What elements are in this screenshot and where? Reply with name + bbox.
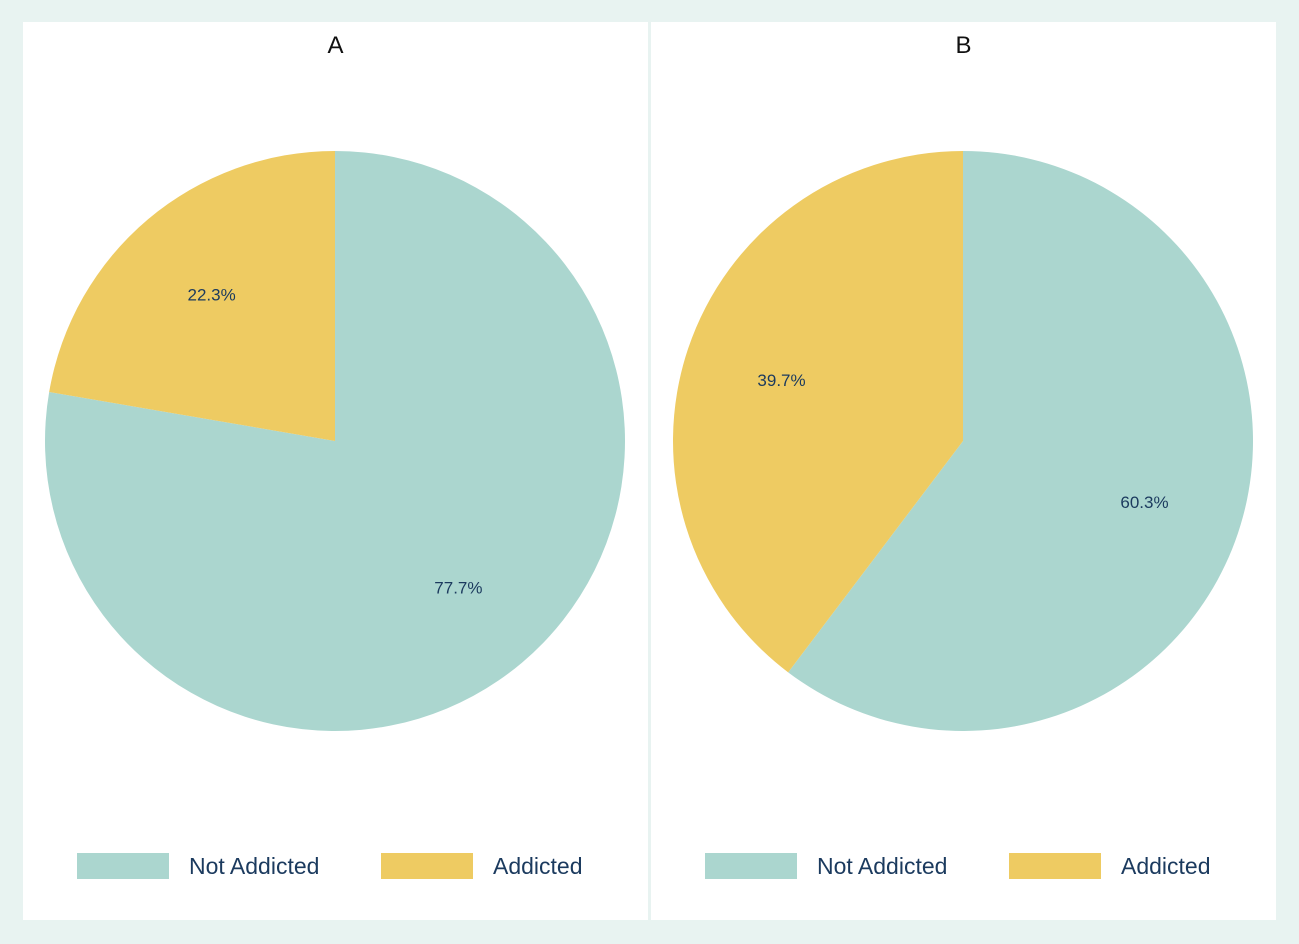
legend-item-addicted: Addicted bbox=[381, 853, 583, 879]
pie-chart-a: 77.7% 22.3% bbox=[44, 151, 626, 732]
pie-slice-addicted bbox=[49, 151, 336, 441]
pie-chart-b: 60.3% 39.7% bbox=[672, 151, 1253, 731]
pie-slice-not-addicted bbox=[788, 151, 1253, 731]
legend-swatch-not-addicted bbox=[705, 853, 797, 879]
legend-item-not-addicted: Not Addicted bbox=[705, 853, 947, 879]
legend-swatch-addicted bbox=[1009, 853, 1101, 879]
panel-a: A 77.7% 22.3% Not Addicted Addicted bbox=[23, 22, 648, 920]
legend-label-not-addicted: Not Addicted bbox=[189, 852, 320, 879]
legend-label-addicted: Addicted bbox=[493, 852, 583, 879]
legend-swatch-not-addicted bbox=[77, 853, 169, 879]
legend-a: Not Addicted Addicted bbox=[23, 853, 648, 879]
panel-title-a: A bbox=[327, 32, 344, 59]
legend-item-addicted: Addicted bbox=[1009, 853, 1211, 879]
legend-label-not-addicted: Not Addicted bbox=[817, 852, 948, 879]
pie-slice-not-addicted bbox=[44, 151, 626, 732]
legend-label-addicted: Addicted bbox=[1121, 852, 1211, 879]
pie-slice-addicted bbox=[672, 151, 963, 673]
legend-item-not-addicted: Not Addicted bbox=[77, 853, 319, 879]
pie-value-label-addicted: 39.7% bbox=[757, 371, 805, 390]
panel-title-b: B bbox=[955, 32, 972, 59]
pie-value-label-not-addicted: 77.7% bbox=[434, 578, 482, 597]
legend-swatch-addicted bbox=[381, 853, 473, 879]
pie-value-label-not-addicted: 60.3% bbox=[1120, 493, 1168, 512]
pie-value-label-addicted: 22.3% bbox=[188, 286, 236, 305]
panel-b: B 60.3% 39.7% Not Addicted Addicted bbox=[651, 22, 1276, 920]
legend-b: Not Addicted Addicted bbox=[651, 853, 1276, 879]
